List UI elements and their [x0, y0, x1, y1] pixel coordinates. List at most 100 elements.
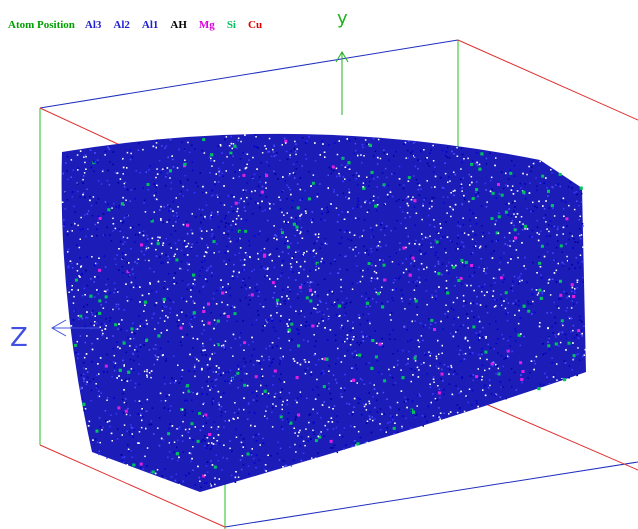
atom	[173, 355, 175, 357]
atom	[279, 415, 283, 419]
atom	[305, 296, 309, 300]
atom	[402, 271, 405, 274]
atom	[352, 367, 354, 369]
atom	[413, 155, 415, 157]
atom	[102, 332, 104, 335]
atom	[289, 156, 291, 159]
atom	[356, 341, 359, 344]
atom	[335, 314, 338, 316]
atom	[279, 199, 281, 201]
atom	[76, 154, 79, 156]
atom	[252, 399, 255, 401]
atom	[130, 426, 133, 429]
atom	[212, 194, 214, 196]
atom	[335, 382, 338, 384]
atom	[249, 286, 251, 289]
atom	[516, 190, 519, 192]
atom	[81, 317, 84, 320]
atom	[457, 237, 459, 239]
atom	[201, 440, 203, 443]
atom	[359, 398, 361, 400]
atom	[118, 205, 120, 207]
atom	[424, 415, 426, 418]
atom	[130, 281, 133, 284]
atom	[410, 262, 413, 264]
atom	[226, 304, 229, 306]
atom	[576, 279, 579, 281]
atom	[389, 190, 392, 193]
atom	[460, 240, 463, 243]
atom	[84, 161, 86, 164]
atom	[168, 427, 170, 430]
atom	[495, 363, 497, 366]
atom	[252, 457, 255, 460]
atom	[141, 294, 144, 297]
atom	[551, 325, 553, 328]
atom	[104, 234, 106, 236]
atom	[452, 335, 455, 338]
atom	[508, 232, 511, 234]
atom	[126, 380, 129, 382]
atom	[559, 279, 562, 283]
atom	[503, 300, 505, 302]
atom	[146, 374, 148, 376]
atom	[89, 199, 91, 202]
atom	[538, 288, 542, 292]
atom	[256, 359, 258, 362]
atom	[167, 408, 169, 410]
atom	[218, 442, 221, 445]
atom	[295, 153, 297, 156]
atom	[535, 185, 538, 187]
atom	[407, 149, 409, 152]
atom	[223, 444, 225, 446]
atom	[141, 408, 143, 410]
atom	[257, 295, 260, 297]
atom	[127, 407, 129, 410]
atom	[122, 340, 125, 342]
atom	[512, 302, 515, 305]
atom	[532, 201, 534, 204]
atom	[359, 270, 362, 272]
atom	[72, 302, 75, 304]
atom	[76, 340, 78, 343]
atom	[548, 336, 550, 338]
atom	[343, 389, 346, 392]
atom	[500, 257, 502, 259]
atom	[387, 196, 389, 199]
atom	[74, 211, 76, 213]
atom	[369, 417, 372, 420]
atom	[376, 249, 378, 251]
atom	[489, 152, 491, 154]
atom	[318, 267, 320, 270]
atom	[456, 329, 459, 331]
atom	[154, 328, 156, 330]
atom	[202, 477, 205, 479]
atom	[507, 355, 509, 358]
atom	[421, 415, 424, 417]
atom	[177, 216, 180, 218]
atom	[201, 354, 204, 356]
atom	[556, 234, 558, 236]
atom	[202, 345, 204, 347]
atom	[85, 383, 88, 386]
atom	[423, 199, 425, 201]
atom	[414, 243, 416, 245]
atom	[137, 413, 139, 415]
atom	[132, 322, 134, 325]
atom	[228, 382, 231, 385]
atom	[519, 221, 521, 223]
atom	[327, 187, 329, 189]
atom	[276, 345, 278, 347]
atom	[407, 180, 410, 182]
atom	[133, 429, 136, 431]
atom	[390, 311, 393, 314]
atom	[463, 232, 466, 234]
atom	[289, 289, 291, 291]
atom	[437, 260, 440, 263]
atom	[331, 292, 334, 295]
atom	[170, 442, 172, 444]
atom	[287, 186, 290, 189]
atom	[490, 393, 493, 395]
atom	[339, 314, 341, 317]
atom	[522, 172, 524, 175]
